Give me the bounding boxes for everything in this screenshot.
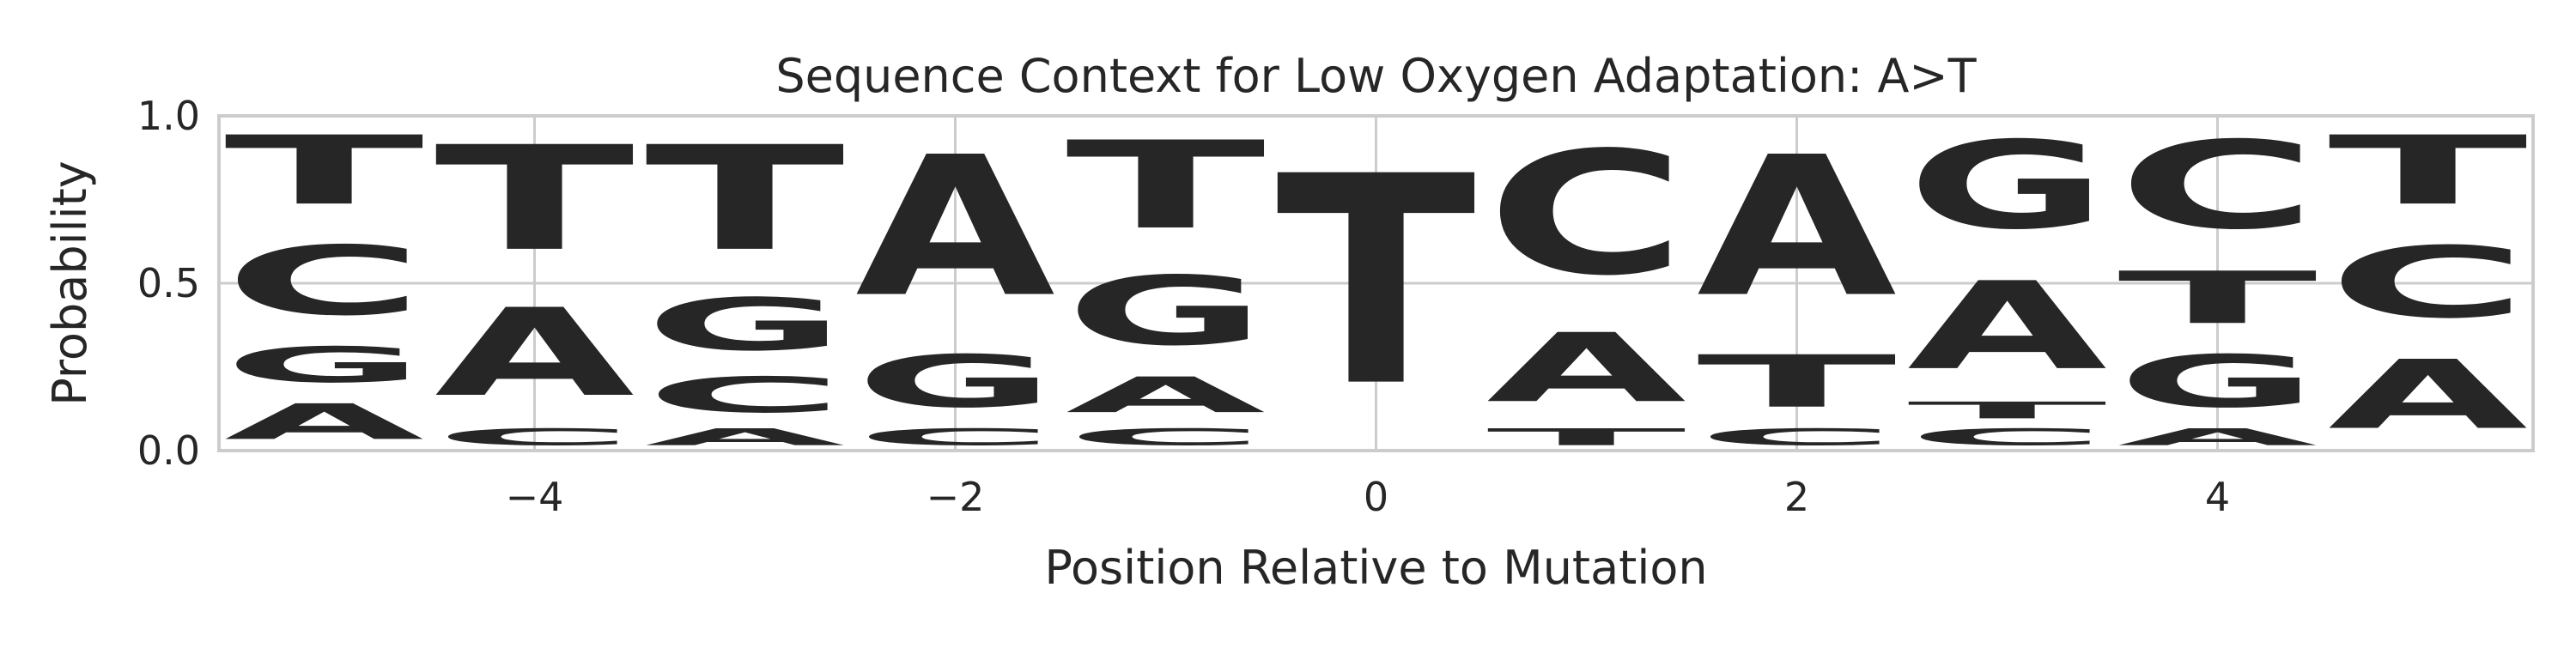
x-tick-label: 4 — [2205, 474, 2230, 520]
y-tick-label: 0.5 — [137, 260, 200, 306]
logo-letter-C: C — [1066, 424, 1266, 451]
logo-letter-C: C — [1907, 424, 2107, 451]
logo-letter-T: T — [1697, 340, 1897, 424]
logo-letter-C: C — [434, 424, 635, 451]
logo-letter-A: A — [2328, 341, 2528, 451]
logo-letter-T: T — [434, 116, 636, 282]
logo-letter-C: C — [1486, 116, 1686, 313]
logo-letter-T: T — [2328, 116, 2528, 227]
logo-letter-A: A — [855, 115, 1057, 339]
logo-letter-G: G — [1066, 256, 1266, 366]
logo-letter-T: T — [1907, 397, 2107, 424]
logo-letter-C: C — [1697, 424, 1897, 451]
logo-letter-A: A — [1486, 313, 1686, 423]
logo-letter-T: T — [645, 116, 847, 282]
logo-letter-A: A — [434, 283, 635, 424]
logo-letter-T: T — [224, 116, 424, 227]
x-tick-label: −4 — [506, 474, 564, 520]
x-axis-label: Position Relative to Mutation — [1044, 541, 1707, 595]
logo-letter-C: C — [855, 424, 1055, 451]
logo-letter-G: G — [645, 283, 845, 366]
y-axis-label: Probability — [43, 160, 97, 405]
logo-letter-A: A — [1697, 115, 1899, 339]
logo-letter-A: A — [1907, 257, 2107, 397]
logo-letter-T: T — [1486, 424, 1686, 451]
logo-letter-T: T — [1276, 115, 1478, 450]
logo-letter-A: A — [645, 424, 845, 451]
logo-letter-T: T — [1066, 116, 1267, 257]
y-tick-label: 1.0 — [137, 93, 200, 139]
y-tick-label: 0.0 — [137, 427, 200, 474]
logo-letter-G: G — [224, 336, 424, 393]
logo-letter-A: A — [1066, 367, 1266, 424]
logo-letter-A: A — [2117, 424, 2318, 451]
chart-title: Sequence Context for Low Oxygen Adaptati… — [775, 49, 1977, 103]
logo-letter-A: A — [224, 394, 424, 451]
x-tick-label: −2 — [927, 474, 985, 520]
x-tick-label: 0 — [1364, 474, 1388, 520]
logo-letter-C: C — [2117, 115, 2318, 256]
logo-letter-G: G — [2117, 340, 2318, 423]
logo-letter-G: G — [855, 340, 1055, 423]
logo-letter-C: C — [2328, 227, 2528, 340]
ticks-layer: −4 −2 0 2 4 0.0 0.5 1.0 — [137, 93, 2230, 520]
logo-letter-T: T — [2117, 256, 2318, 340]
logo-letter-C: C — [224, 227, 424, 336]
logo-letter-C: C — [645, 366, 845, 423]
plot-frame — [217, 114, 2535, 452]
x-tick-label: 2 — [1784, 474, 1809, 520]
logo-letter-G: G — [1907, 115, 2107, 256]
